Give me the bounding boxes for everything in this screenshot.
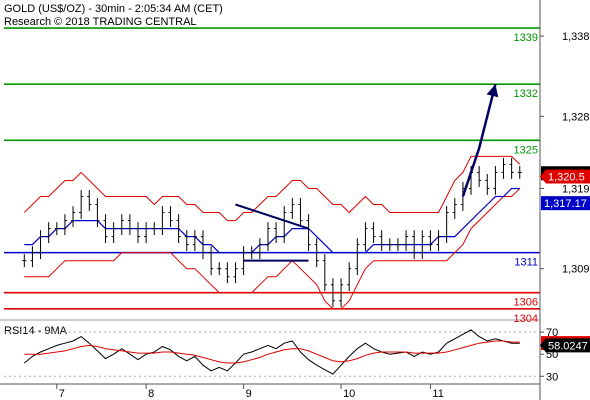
candles: [22, 157, 522, 308]
indicator-lines: [23, 155, 521, 310]
rsi-title: RSI14 - 9MA: [4, 325, 68, 337]
level-label: 1325: [514, 144, 538, 156]
time-tick-label: 11: [432, 388, 443, 400]
level-label: 1304: [514, 313, 538, 325]
level-label: 1332: [514, 88, 538, 100]
bollinger-lower-line: [24, 188, 521, 310]
price-tags: 1,320.91,320.51,317.17: [540, 166, 590, 211]
rsi-tick-label: 30: [546, 371, 558, 383]
time-tick-label: 10: [343, 388, 355, 400]
level-label: 1311: [514, 257, 538, 269]
time-tick-label: 9: [246, 388, 252, 400]
rsi-series-line: [24, 340, 520, 364]
time-tick-label: 7: [59, 388, 65, 400]
price-panel: 1339 1332 1325 1311 1306 1304 1,309 1,319 1,328…: [0, 27, 590, 325]
time-tick-label: 8: [148, 388, 154, 400]
rsi-grid: [4, 331, 540, 377]
chart-subtitle: Research © 2018 TRADING CENTRAL: [4, 16, 197, 28]
level-label: 1339: [514, 32, 538, 44]
price-tick-label: 1,319: [562, 183, 590, 195]
horizontal-levels: 1339 1332 1325 1311 1306 1304: [4, 27, 540, 325]
chart-title: GOLD (US$/OZ) - 30min - 2:05:34 AM (CET): [4, 3, 223, 15]
price-axis: 1,309 1,319 1,328 1,338: [540, 31, 590, 276]
time-axis: 7 8 9 10 11: [0, 383, 540, 400]
projection-arrow-line: [461, 83, 497, 197]
price-tick-label: 1,338: [562, 31, 590, 43]
rsi-series-line: [23, 329, 520, 375]
rsi-lines: [23, 329, 520, 375]
trendline: [235, 203, 309, 230]
price-tag-bg: [540, 169, 590, 184]
price-tick-label: 1,309: [562, 264, 590, 276]
moving-average-line: [24, 187, 520, 254]
projection-arrow-head: [486, 84, 499, 98]
level-label: 1306: [514, 297, 538, 309]
price-tag-bg: [541, 196, 590, 211]
price-tag-label: 1,317.17: [544, 198, 587, 210]
annotations: [235, 83, 499, 262]
price-tick-label: 1,328: [562, 111, 590, 123]
rsi-tags: 60.063958.0247: [540, 336, 590, 353]
rsi-tag-label: 58.0247: [548, 340, 588, 352]
bollinger-upper-line: [23, 155, 521, 222]
price-tag-label: 1,320.5: [548, 171, 585, 183]
rsi-tag-bg: [540, 338, 590, 353]
